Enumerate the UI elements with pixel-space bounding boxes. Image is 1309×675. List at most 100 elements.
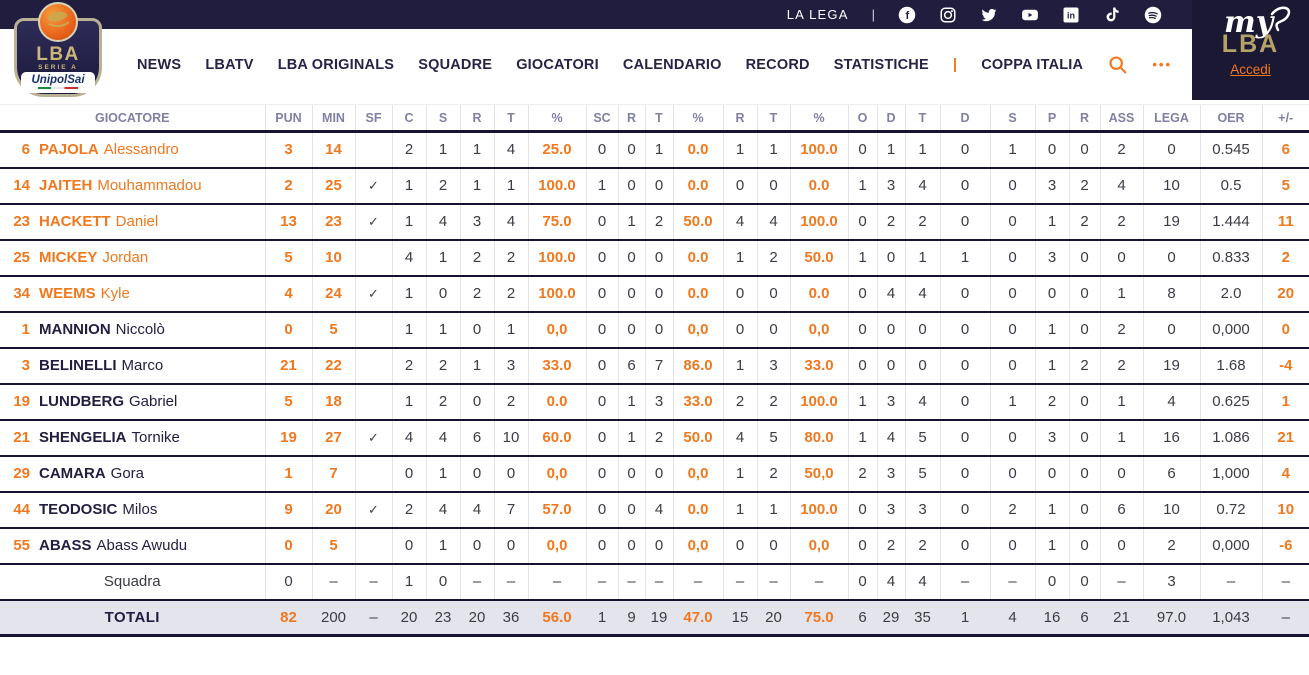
lba-serie-a-logo[interactable]: LBA SERIE A UnipolSai <box>14 2 102 98</box>
stat-oer-cell: 0.72 <box>1199 491 1262 528</box>
instagram-icon[interactable] <box>939 6 957 24</box>
stat-t-cell: 3 <box>644 383 673 420</box>
stat-lega-cell: 97.0 <box>1142 599 1200 636</box>
player-name[interactable]: CAMARA Gora <box>39 465 144 482</box>
stat-min-cell: 23 <box>311 203 355 240</box>
search-icon[interactable] <box>1107 54 1128 75</box>
stat-t-cell: 0 <box>644 455 673 492</box>
stat-o-cell: 0 <box>847 203 877 240</box>
nav-item-record[interactable]: RECORD <box>745 56 810 73</box>
player-row: 44 TEODOSIC Milos 9 20 ✓ 2 4 4 7 57.0 0 0 4 0.0 1 1 100.0… <box>0 491 1309 528</box>
stat-pct-cell: 75.0 <box>789 599 848 636</box>
nav-item-lba-originals[interactable]: LBA ORIGINALS <box>277 56 395 73</box>
stat-t-cell: 2 <box>756 383 790 420</box>
stat-ass-cell: 1 <box>1099 275 1143 312</box>
player-name[interactable]: MANNION Niccolò <box>39 321 165 338</box>
player-firstname: Abass Awudu <box>96 537 188 554</box>
stat-lega-cell: 10 <box>1142 167 1200 204</box>
youtube-icon[interactable] <box>1021 6 1039 24</box>
stat-r-cell: 4 <box>722 203 757 240</box>
stat-s-cell: 0 <box>989 203 1035 240</box>
stat-d-cell: 0 <box>939 455 990 492</box>
stat-oer-cell: 0.545 <box>1199 131 1262 168</box>
stat-t-cell: 4 <box>904 563 940 600</box>
tiktok-icon[interactable] <box>1103 6 1121 24</box>
stat-t-cell: – <box>493 563 528 600</box>
nav-item-statistiche[interactable]: STATISTICHE <box>833 56 929 73</box>
accedi-link[interactable]: Accedi <box>1230 62 1271 77</box>
stat-c-cell: 1 <box>391 275 426 312</box>
player-surname: PAJOLA <box>39 141 99 159</box>
stat-sc-cell: 0 <box>585 311 618 348</box>
stat-sf-cell <box>354 527 392 564</box>
twitter-icon[interactable] <box>980 6 998 24</box>
player-name[interactable]: SHENGELIA Tornike <box>39 429 180 446</box>
linkedin-icon[interactable]: in <box>1062 6 1080 24</box>
nav-item-calendario[interactable]: CALENDARIO <box>622 56 722 73</box>
col-header-11: T <box>644 104 673 132</box>
stat-min-cell: 200 <box>311 599 355 636</box>
player-number: 23 <box>13 213 30 230</box>
stat-pun-cell: 82 <box>264 599 312 636</box>
stat-pct-cell: 50.0 <box>672 203 723 240</box>
player-name[interactable]: BELINELLI Marco <box>39 357 163 374</box>
stat-sc-cell: 0 <box>585 203 618 240</box>
stat-r-cell: 0 <box>459 311 494 348</box>
player-cell: 34 WEEMS Kyle <box>0 276 265 312</box>
player-cell: 1 MANNION Niccolò <box>0 312 265 348</box>
stat-pct-cell: 0,0 <box>672 311 723 348</box>
col-header-4: C <box>391 104 426 132</box>
stat-sc-cell: 0 <box>585 131 618 168</box>
stat-oer-cell: 0,000 <box>1199 311 1262 348</box>
nav-item-coppa-italia[interactable]: COPPA ITALIA <box>981 56 1084 73</box>
player-cell: 3 BELINELLI Marco <box>0 348 265 384</box>
stat-s-cell: 4 <box>425 491 460 528</box>
stat-s-cell: 0 <box>425 275 460 312</box>
stat-p-cell: 0 <box>1034 563 1069 600</box>
stat-pun-cell: 1 <box>264 455 312 492</box>
stat-pct-cell: 50,0 <box>789 455 848 492</box>
stat-t-cell: 4 <box>493 203 528 240</box>
stat-d-cell: 2 <box>876 527 905 564</box>
stat-r-cell: 0 <box>617 239 645 276</box>
tricolore-bar <box>37 87 79 89</box>
stat-r-cell: 0 <box>1068 527 1100 564</box>
stat-p-cell: 2 <box>1034 383 1069 420</box>
player-name[interactable]: WEEMS Kyle <box>39 285 130 302</box>
stat-pct-cell: 57.0 <box>527 491 586 528</box>
stat-o-cell: 1 <box>847 167 877 204</box>
stat-r-cell: 4 <box>459 491 494 528</box>
player-name[interactable]: PAJOLA Alessandro <box>39 141 179 158</box>
stat-pm-cell: 20 <box>1261 275 1309 312</box>
stat-d-cell: 0 <box>939 527 990 564</box>
facebook-icon[interactable]: f <box>898 6 916 24</box>
more-menu-icon[interactable]: ••• <box>1152 57 1172 72</box>
stat-s-cell: 0 <box>425 563 460 600</box>
player-name[interactable]: JAITEH Mouhammadou <box>39 177 202 194</box>
nav-item-squadre[interactable]: SQUADRE <box>418 56 493 73</box>
player-name[interactable]: LUNDBERG Gabriel <box>39 393 177 410</box>
player-name[interactable]: MICKEY Jordan <box>39 249 148 266</box>
stat-r-cell: 2 <box>459 275 494 312</box>
stat-sc-cell: 0 <box>585 491 618 528</box>
col-header-12: % <box>672 104 723 132</box>
player-name[interactable]: ABASS Abass Awudu <box>39 537 187 554</box>
stat-pun-cell: 4 <box>264 275 312 312</box>
col-header-19: D <box>939 104 990 132</box>
stat-s-cell: 0 <box>989 455 1035 492</box>
stat-min-cell: 10 <box>311 239 355 276</box>
stat-r-cell: 1 <box>459 167 494 204</box>
la-lega-link[interactable]: LA LEGA <box>786 7 849 22</box>
stat-t-cell: 3 <box>493 347 528 384</box>
col-header-26: +/- <box>1261 104 1309 132</box>
nav-item-lbatv[interactable]: LBATV <box>205 56 254 73</box>
stat-pun-cell: 9 <box>264 491 312 528</box>
nav-item-giocatori[interactable]: GIOCATORI <box>516 56 599 73</box>
player-name[interactable]: TEODOSIC Milos <box>39 501 157 518</box>
spotify-icon[interactable] <box>1144 6 1162 24</box>
nav-item-news[interactable]: NEWS <box>137 56 182 73</box>
player-surname: MANNION <box>39 321 111 338</box>
stat-t-cell: 1 <box>493 167 528 204</box>
player-name[interactable]: HACKETT Daniel <box>39 213 158 230</box>
